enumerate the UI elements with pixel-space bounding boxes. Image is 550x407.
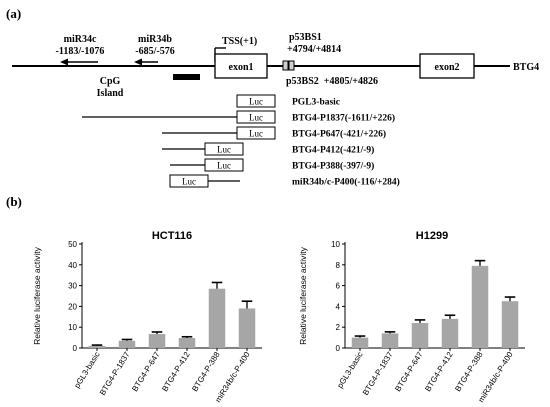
- y-tick-label: 30: [68, 282, 77, 291]
- exon1-label: exon1: [229, 62, 254, 73]
- construct-label: miR34b/c-P400(-116/+284): [292, 177, 400, 188]
- bar: [501, 301, 519, 348]
- p53bs2-box: [288, 60, 295, 71]
- x-tick-label: BTG4-P-647: [393, 350, 425, 393]
- p53bs2-label: p53BS2 +4805/+4826: [286, 76, 378, 87]
- x-tick-label: BTG4-P-388: [453, 350, 485, 393]
- mir34b-name: miR34b: [138, 34, 172, 45]
- luc-label: Luc: [217, 161, 231, 171]
- exon1-box: [214, 53, 268, 79]
- luc-box: [204, 158, 244, 172]
- x-tick-label: pGL3-basic: [335, 350, 364, 389]
- mir34b-arrow-icon: [134, 58, 158, 66]
- luc-label: Luc: [249, 97, 263, 107]
- luc-label: Luc: [249, 129, 263, 139]
- construct-p647: Luc BTG4-P647(-421/+226): [162, 126, 386, 140]
- luc-box: [204, 142, 244, 156]
- luc-label: Luc: [182, 177, 196, 187]
- p53bs1-name: p53BS1: [289, 32, 322, 43]
- construct-pgl3: Luc PGL3-basic: [236, 94, 340, 108]
- y-tick-label: 20: [68, 302, 77, 311]
- y-tick-label: 4: [336, 302, 341, 311]
- x-tick-label: pGL3-basic: [72, 350, 101, 389]
- y-tick-label: 6: [336, 282, 341, 291]
- x-tick-label: BTG4-P-388: [190, 350, 222, 393]
- y-tick-label: 0: [73, 344, 78, 353]
- x-tick-label: BTG4-P-1837: [98, 350, 132, 397]
- panel-b-label: (b): [6, 194, 22, 209]
- chart-title: HCT116: [152, 230, 192, 242]
- exon2-box: [419, 53, 475, 79]
- cpg-island-bar: [173, 74, 200, 80]
- x-tick-label: BTG4-P-1837: [361, 350, 395, 397]
- x-tick-label: BTG4-P-647: [130, 350, 162, 393]
- mir34c-name: miR34c: [64, 34, 97, 45]
- construct-p1837: Luc BTG4-P1837(-1611/+226): [82, 110, 395, 124]
- h1299-chart: H1299 Relative luciferase activity 0 2 4 6 8 10…: [298, 230, 525, 404]
- construct-label: BTG4-P1837(-1611/+226): [292, 113, 395, 124]
- gene-label: BTG4: [513, 62, 539, 73]
- bar: [351, 337, 369, 348]
- construct-label: BTG4-P647(-421/+226): [292, 129, 386, 140]
- mir34b-range: -685/-576: [135, 46, 174, 57]
- y-tick-label: 10: [331, 240, 340, 249]
- panel-a-label: (a): [6, 6, 21, 21]
- construct-label: BTG4-P388(-397/-9): [292, 161, 374, 172]
- hct116-chart: HCT116 Relative luciferase activity 0 10 20 3…: [32, 230, 262, 404]
- y-tick-label: 40: [68, 261, 77, 270]
- construct-p412: Luc BTG4-P412(-421/-9): [162, 142, 374, 156]
- y-tick-label: 8: [336, 261, 341, 270]
- luc-label: Luc: [217, 145, 231, 155]
- y-tick-label: 10: [68, 323, 77, 332]
- p53bs1-range: +4794/+4814: [287, 44, 341, 55]
- bar: [208, 288, 226, 348]
- mir34c-range: -1183/-1076: [56, 46, 105, 57]
- construct-label: PGL3-basic: [292, 98, 340, 108]
- y-axis-label: Relative luciferase activity: [298, 246, 308, 345]
- bar: [88, 345, 106, 348]
- luc-label: Luc: [249, 113, 263, 123]
- luc-box: [236, 94, 276, 108]
- p53bs1-box: [282, 60, 289, 71]
- y-axis-label: Relative luciferase activity: [32, 246, 42, 345]
- construct-p388: Luc BTG4-P388(-397/-9): [170, 158, 374, 172]
- bar: [178, 338, 196, 348]
- bar: [118, 340, 136, 348]
- construct-label: BTG4-P412(-421/-9): [292, 145, 374, 156]
- luc-box: [236, 126, 276, 140]
- y-tick-label: 50: [68, 240, 77, 249]
- bar: [441, 318, 459, 348]
- x-tick-label: BTG4-P-412: [160, 350, 192, 393]
- y-tick-label: 2: [336, 323, 341, 332]
- bar: [238, 308, 256, 348]
- bar: [148, 334, 166, 348]
- x-tick-label: BTG4-P-412: [423, 350, 455, 393]
- cpg-label-line2: Island: [97, 88, 124, 99]
- construct-mir34bc-p400: Luc miR34b/c-P400(-116/+284): [169, 174, 400, 188]
- chart-title: H1299: [416, 230, 448, 242]
- bar: [411, 323, 429, 348]
- exon2-label: exon2: [435, 62, 460, 73]
- bar: [381, 333, 399, 348]
- y-tick-label: 0: [336, 344, 341, 353]
- bar: [471, 265, 489, 348]
- mir34c-arrow-icon: [60, 58, 98, 66]
- luc-box: [236, 110, 276, 124]
- cpg-label-line1: CpG: [100, 76, 121, 87]
- tss-label: TSS(+1): [222, 36, 257, 47]
